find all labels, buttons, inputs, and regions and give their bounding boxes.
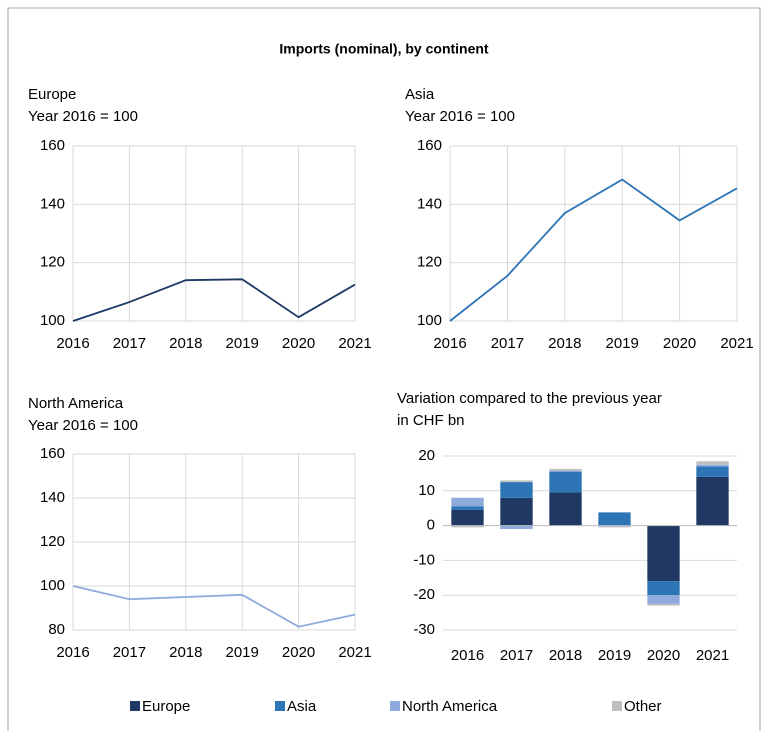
x-tick-label: 2020 bbox=[663, 335, 696, 352]
x-tick-label: 2021 bbox=[338, 335, 371, 352]
x-tick-label: 2018 bbox=[169, 335, 202, 352]
y-tick-label: 120 bbox=[40, 533, 65, 550]
x-tick-label: 2021 bbox=[338, 644, 371, 661]
legend-label: Europe bbox=[142, 698, 190, 715]
y-tick-label: 140 bbox=[40, 195, 65, 212]
bar bbox=[451, 525, 484, 528]
bar bbox=[647, 595, 680, 604]
bar bbox=[647, 581, 680, 596]
y-tick-label: 160 bbox=[40, 445, 65, 462]
line bbox=[72, 278, 356, 322]
y-tick-label: 20 bbox=[418, 447, 435, 464]
bar bbox=[598, 512, 631, 526]
bar bbox=[500, 480, 533, 483]
y-tick-label: 100 bbox=[417, 312, 442, 329]
bar bbox=[598, 526, 631, 528]
chart-subtitle: Europe bbox=[28, 86, 76, 103]
legend-swatch bbox=[612, 701, 622, 711]
bar bbox=[549, 470, 582, 472]
y-tick-label: 120 bbox=[417, 254, 442, 271]
bar bbox=[500, 497, 533, 526]
chart-subtitle: North America bbox=[28, 395, 124, 412]
y-tick-label: 160 bbox=[40, 137, 65, 154]
bar bbox=[696, 466, 729, 477]
y-tick-label: -30 bbox=[413, 621, 435, 638]
bar bbox=[500, 482, 533, 498]
bar bbox=[500, 525, 533, 530]
chart-subtitle: in CHF bn bbox=[397, 412, 465, 429]
bar bbox=[549, 492, 582, 526]
y-tick-label: 100 bbox=[40, 577, 65, 594]
legend-label: Other bbox=[624, 698, 662, 715]
bar bbox=[549, 468, 582, 471]
legend-label: North America bbox=[402, 698, 498, 715]
y-tick-label: 140 bbox=[40, 489, 65, 506]
x-tick-label: 2016 bbox=[433, 335, 466, 352]
chart-subtitle: Year 2016 = 100 bbox=[28, 108, 138, 125]
y-tick-label: 10 bbox=[418, 482, 435, 499]
x-tick-label: 2018 bbox=[548, 335, 581, 352]
x-tick-label: 2017 bbox=[500, 647, 533, 664]
bar bbox=[696, 464, 729, 467]
y-tick-label: -10 bbox=[413, 551, 435, 568]
x-tick-label: 2016 bbox=[451, 647, 484, 664]
x-tick-label: 2018 bbox=[549, 647, 582, 664]
line bbox=[72, 585, 356, 628]
chart-subtitle: Year 2016 = 100 bbox=[28, 417, 138, 434]
bar bbox=[647, 603, 680, 606]
x-tick-label: 2016 bbox=[56, 644, 89, 661]
y-tick-label: 140 bbox=[417, 195, 442, 212]
chart-title: Imports (nominal), by continent bbox=[279, 41, 489, 57]
x-tick-label: 2019 bbox=[598, 647, 631, 664]
y-tick-label: 80 bbox=[48, 621, 65, 638]
y-tick-label: 0 bbox=[427, 517, 435, 534]
y-tick-label: -20 bbox=[413, 586, 435, 603]
bar bbox=[696, 476, 729, 526]
chart-subtitle: Variation compared to the previous year bbox=[397, 390, 662, 407]
legend-swatch bbox=[275, 701, 285, 711]
legend-swatch bbox=[390, 701, 400, 711]
bar bbox=[549, 471, 582, 493]
x-tick-label: 2016 bbox=[56, 335, 89, 352]
x-tick-label: 2020 bbox=[282, 644, 315, 661]
x-tick-label: 2021 bbox=[696, 647, 729, 664]
chart-subtitle: Year 2016 = 100 bbox=[405, 108, 515, 125]
line bbox=[449, 178, 738, 322]
y-tick-label: 160 bbox=[417, 137, 442, 154]
bar bbox=[451, 497, 484, 507]
y-tick-label: 120 bbox=[40, 254, 65, 271]
bar bbox=[451, 509, 484, 526]
legend-swatch bbox=[130, 701, 140, 711]
legend-label: Asia bbox=[287, 698, 317, 715]
frame bbox=[7, 7, 761, 731]
chart-subtitle: Asia bbox=[405, 86, 435, 103]
x-tick-label: 2017 bbox=[113, 335, 146, 352]
x-tick-label: 2020 bbox=[282, 335, 315, 352]
x-tick-label: 2019 bbox=[226, 335, 259, 352]
y-tick-label: 100 bbox=[40, 312, 65, 329]
x-tick-label: 2017 bbox=[491, 335, 524, 352]
bar bbox=[647, 525, 680, 582]
x-tick-label: 2021 bbox=[720, 335, 753, 352]
bar bbox=[696, 461, 729, 465]
bar bbox=[598, 525, 631, 527]
x-tick-label: 2018 bbox=[169, 644, 202, 661]
bar bbox=[451, 506, 484, 510]
x-tick-label: 2020 bbox=[647, 647, 680, 664]
x-tick-label: 2017 bbox=[113, 644, 146, 661]
x-tick-label: 2019 bbox=[606, 335, 639, 352]
x-tick-label: 2019 bbox=[226, 644, 259, 661]
